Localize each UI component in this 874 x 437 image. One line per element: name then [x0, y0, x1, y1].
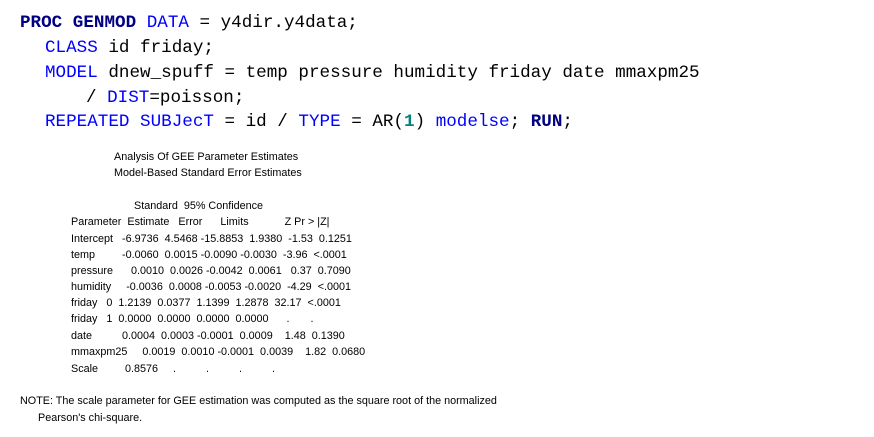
model-value: dnew_spuff = temp pressure humidity frid…: [97, 63, 700, 83]
dist-keyword: DIST: [107, 88, 150, 108]
table-row: Scale 0.8576 . . . .: [71, 363, 276, 375]
modelse-keyword: modelse: [435, 112, 510, 132]
ar-order-number: 1: [404, 112, 415, 132]
code-line-dist: / DIST=poisson;: [86, 86, 244, 111]
table-row: temp -0.0060 0.0015 -0.0090 -0.0030 -3.9…: [71, 249, 347, 261]
code-line-class: CLASS id friday;: [45, 36, 214, 61]
data-keyword: DATA: [146, 13, 189, 33]
dist-value: =poisson;: [149, 88, 245, 108]
note-line-1: NOTE: The scale parameter for GEE estima…: [20, 395, 497, 407]
output-title-1: Analysis Of GEE Parameter Estimates: [114, 151, 299, 163]
subject-value: = id /: [213, 112, 299, 132]
class-keyword: CLASS: [45, 38, 98, 58]
table-row: friday 0 1.2139 0.0377 1.1399 1.2878 32.…: [71, 297, 341, 309]
slash-token: /: [86, 88, 108, 108]
semicolon-end: ;: [562, 112, 573, 132]
class-value: id friday;: [97, 38, 214, 58]
semicolon: ;: [509, 112, 531, 132]
table-header-1: Standard 95% Confidence: [134, 200, 264, 212]
model-keyword: MODEL: [45, 63, 98, 83]
paren-close: ): [414, 112, 436, 132]
type-value: = AR(: [340, 112, 404, 132]
data-value: = y4dir.y4data;: [188, 13, 358, 33]
table-row: friday 1 0.0000 0.0000 0.0000 0.0000 . .: [71, 313, 314, 325]
table-row: humidity -0.0036 0.0008 -0.0053 -0.0020 …: [71, 281, 352, 293]
note-line-2: Pearson's chi-square.: [38, 412, 143, 424]
table-row: Intercept -6.9736 4.5468 -15.8853 1.9380…: [71, 233, 352, 245]
table-row: mmaxpm25 0.0019 0.0010 -0.0001 0.0039 1.…: [71, 346, 366, 358]
code-line-repeated: REPEATED SUBJecT = id / TYPE = AR(1) mod…: [45, 110, 573, 135]
subject-keyword: SUBJecT: [140, 112, 214, 132]
sas-code-block: PROC GENMOD DATA = y4dir.y4data; CLASS i…: [20, 11, 700, 135]
table-header-2: Parameter Estimate Error Limits Z Pr > |…: [71, 216, 330, 228]
repeated-keyword: REPEATED: [45, 112, 130, 132]
code-line-proc: PROC GENMOD DATA = y4dir.y4data;: [20, 11, 358, 36]
code-line-model: MODEL dnew_spuff = temp pressure humidit…: [45, 61, 700, 86]
table-row: pressure 0.0010 0.0026 -0.0042 0.0061 0.…: [71, 265, 351, 277]
proc-keyword: PROC GENMOD: [20, 13, 137, 33]
type-keyword: TYPE: [298, 112, 341, 132]
table-row: date 0.0004 0.0003 -0.0001 0.0009 1.48 0…: [71, 330, 345, 342]
run-keyword: RUN: [530, 112, 563, 132]
output-title-2: Model-Based Standard Error Estimates: [114, 167, 302, 179]
